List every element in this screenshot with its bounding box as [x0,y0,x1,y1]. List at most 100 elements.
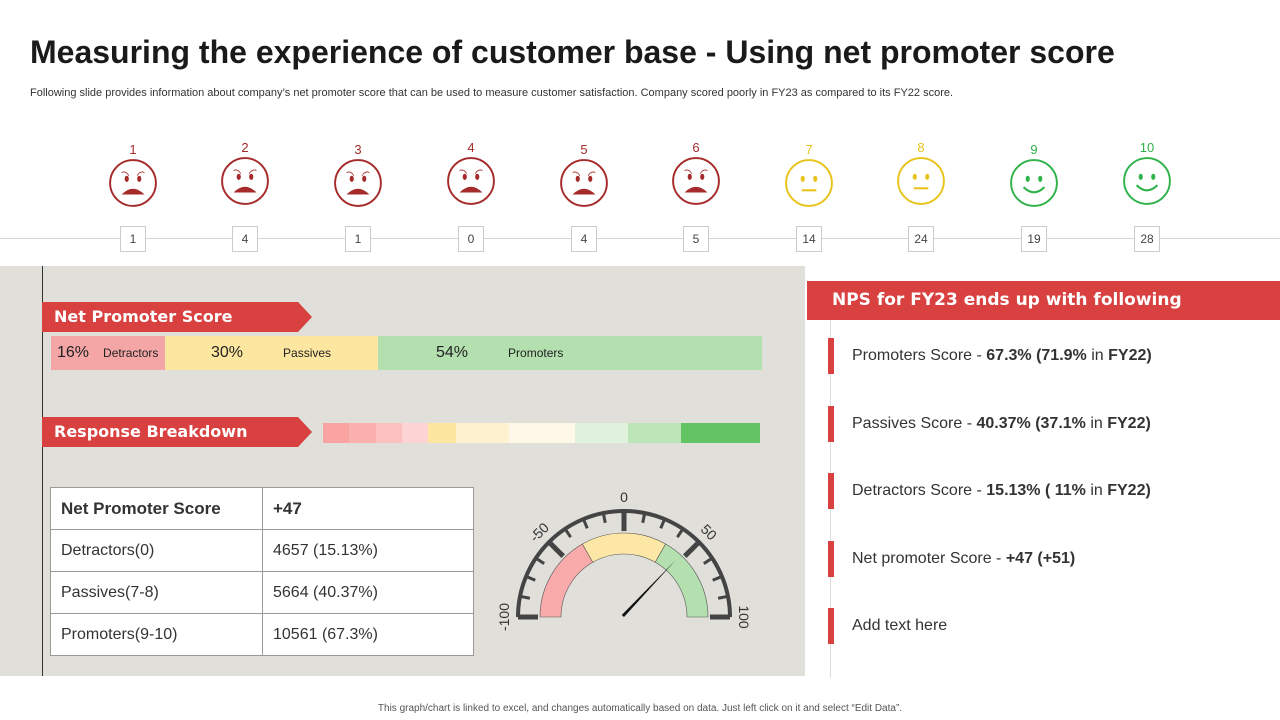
nps-summary-item: Net promoter Score - +47 (+51) [828,540,1075,577]
rating-6: 6 [666,140,726,206]
rating-10: 10 [1117,140,1177,206]
rating-2: 2 [215,140,275,206]
rating-count: 4 [571,226,597,252]
item-mid: in [1086,347,1109,364]
angry-face-icon [109,159,157,207]
item-text: Detractors Score - 15.13% ( 11% in FY22) [852,482,1151,500]
gauge-tick [519,594,531,600]
gauge-tick-label: -100 [496,603,512,631]
segment-percent: 16% [57,344,90,361]
gauge-zone [539,543,594,618]
rating-4: 4 [441,140,501,206]
gauge-tick [563,528,572,539]
table-cell: Detractors(0) [50,529,263,572]
item-value: 67.3% (71.9% [986,347,1087,364]
breakdown-segment [402,423,428,443]
item-text: Promoters Score - 67.3% (71.9% in FY22) [852,347,1152,365]
angry-face-icon [447,157,495,205]
scale-line [0,238,1280,239]
nps-summary-item: Passives Score - 40.37% (37.1% in FY22) [828,405,1151,442]
table-row: Passives(7-8) 5664 (40.37%) [50,571,474,614]
breakdown-segment [323,423,349,443]
rating-score: 2 [241,140,249,155]
item-label: Detractors Score - [852,482,987,499]
gauge-tick [659,518,666,529]
rating-count: 24 [908,226,934,252]
gauge-tick [641,512,647,524]
rating-score: 5 [580,142,588,157]
item-label: Passives Score - [852,414,977,432]
segment-label: Passives [283,346,332,360]
divider [42,266,43,676]
angry-face-icon [560,159,608,207]
gauge-tick-label: 0 [620,489,628,505]
response-breakdown-bar [323,423,760,443]
table-cell: 4657 (15.13%) [262,529,474,572]
bullet-marker [828,473,834,509]
bullet-marker [828,540,834,577]
breakdown-segment [349,423,376,443]
table-cell: Net Promoter Score [50,487,263,530]
rating-score: 6 [692,140,700,155]
breakdown-segment [575,423,628,443]
segment-label: Promoters [508,346,564,360]
nps-segment-promoters: 54% Promoters [378,336,762,370]
angry-face-icon [334,159,382,207]
breakdown-segment [628,423,681,443]
rating-score: 3 [354,142,362,157]
happy-face-icon [1123,157,1171,205]
gauge-tick-label: 100 [736,605,752,629]
breakdown-ribbon: Response Breakdown [42,417,312,447]
item-mid: in [1085,414,1108,432]
rating-5: 5 [554,142,614,208]
nps-summary-item: Add text here [828,608,947,644]
table-cell: Passives(7-8) [50,571,263,614]
angry-face-icon [672,157,720,205]
segment-label: Detractors [103,346,159,360]
item-label: Add text here [852,617,948,634]
gauge-tick-label: 50 [698,521,720,543]
rating-score: 4 [467,140,475,155]
nps-summary-item: Detractors Score - 15.13% ( 11% in FY22) [828,473,1151,509]
item-label: Promoters Score - [852,347,987,364]
breakdown-segment [376,423,402,443]
gauge-zone [581,532,667,563]
page-subtitle: Following slide provides information abo… [30,87,954,99]
rating-score: 1 [129,142,137,157]
item-ref: FY22) [1108,347,1152,364]
page-title: Measuring the experience of customer bas… [30,34,1115,70]
gauge-tick [525,575,536,582]
item-text: Passives Score - 40.37% (37.1% in FY22) [852,415,1151,433]
rating-count: 0 [458,226,484,252]
gauge-zone [654,543,709,618]
bullet-marker [828,405,834,442]
rating-3: 3 [328,142,388,208]
nps-ribbon: Net Promoter Score [42,302,312,332]
item-value: 40.37% (37.1% [976,414,1086,432]
breakdown-segment [509,423,575,443]
rating-count: 28 [1134,226,1160,252]
gauge-tick [601,512,607,524]
rating-count: 19 [1021,226,1047,252]
segment-percent: 54% [436,344,469,361]
angry-face-icon [221,157,269,205]
item-value: 15.13% ( 11% [986,482,1086,499]
rating-score: 7 [805,142,813,157]
item-ref: FY22) [1107,414,1151,432]
rating-count: 1 [120,226,146,252]
bullet-marker [828,608,834,644]
neutral-face-icon [785,159,833,207]
footer-note: This graph/chart is linked to excel, and… [377,703,903,714]
rating-score: 9 [1030,142,1038,157]
rating-score: 10 [1139,140,1155,155]
gauge-tick [535,556,546,565]
table-row: Promoters(9-10) 10561 (67.3%) [50,613,474,656]
gauge-tick [717,594,729,600]
breakdown-segment [456,423,509,443]
nps-bar: 16% Detractors 30% Passives 54% Promoters [51,336,762,370]
breakdown-segment [428,423,456,443]
nps-segment-passives: 30% Passives [165,336,378,370]
item-label: Net promoter Score - [852,549,1006,567]
rating-count: 5 [683,226,709,252]
rating-1: 1 [103,142,163,208]
